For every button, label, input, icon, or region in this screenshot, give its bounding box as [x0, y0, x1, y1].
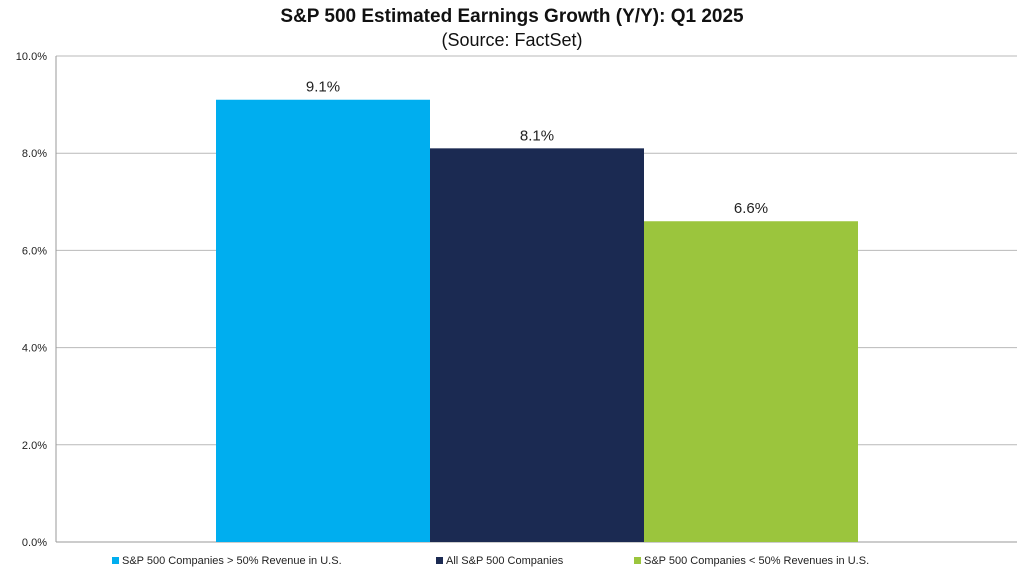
y-tick-label: 10.0% [16, 51, 47, 63]
bar [430, 148, 644, 542]
bar [644, 221, 858, 543]
y-tick-label: 6.0% [22, 245, 47, 257]
legend-label: S&P 500 Companies > 50% Revenue in U.S. [122, 555, 342, 567]
legend-label: S&P 500 Companies < 50% Revenues in U.S. [644, 555, 869, 567]
y-tick-label: 4.0% [22, 343, 47, 355]
data-label: 8.1% [520, 127, 554, 144]
legend-swatch [436, 557, 443, 564]
y-tick-label: 0.0% [22, 537, 47, 549]
y-tick-label: 2.0% [22, 440, 47, 452]
bar [216, 99, 430, 543]
chart-title: S&P 500 Estimated Earnings Growth (Y/Y):… [280, 6, 744, 27]
y-tick-label: 8.0% [22, 148, 47, 160]
legend-label: All S&P 500 Companies [446, 555, 564, 567]
legend-swatch [112, 557, 119, 564]
data-label: 6.6% [734, 200, 768, 217]
chart-subtitle: (Source: FactSet) [441, 30, 583, 50]
data-label: 9.1% [306, 79, 340, 96]
legend-swatch [634, 557, 641, 564]
